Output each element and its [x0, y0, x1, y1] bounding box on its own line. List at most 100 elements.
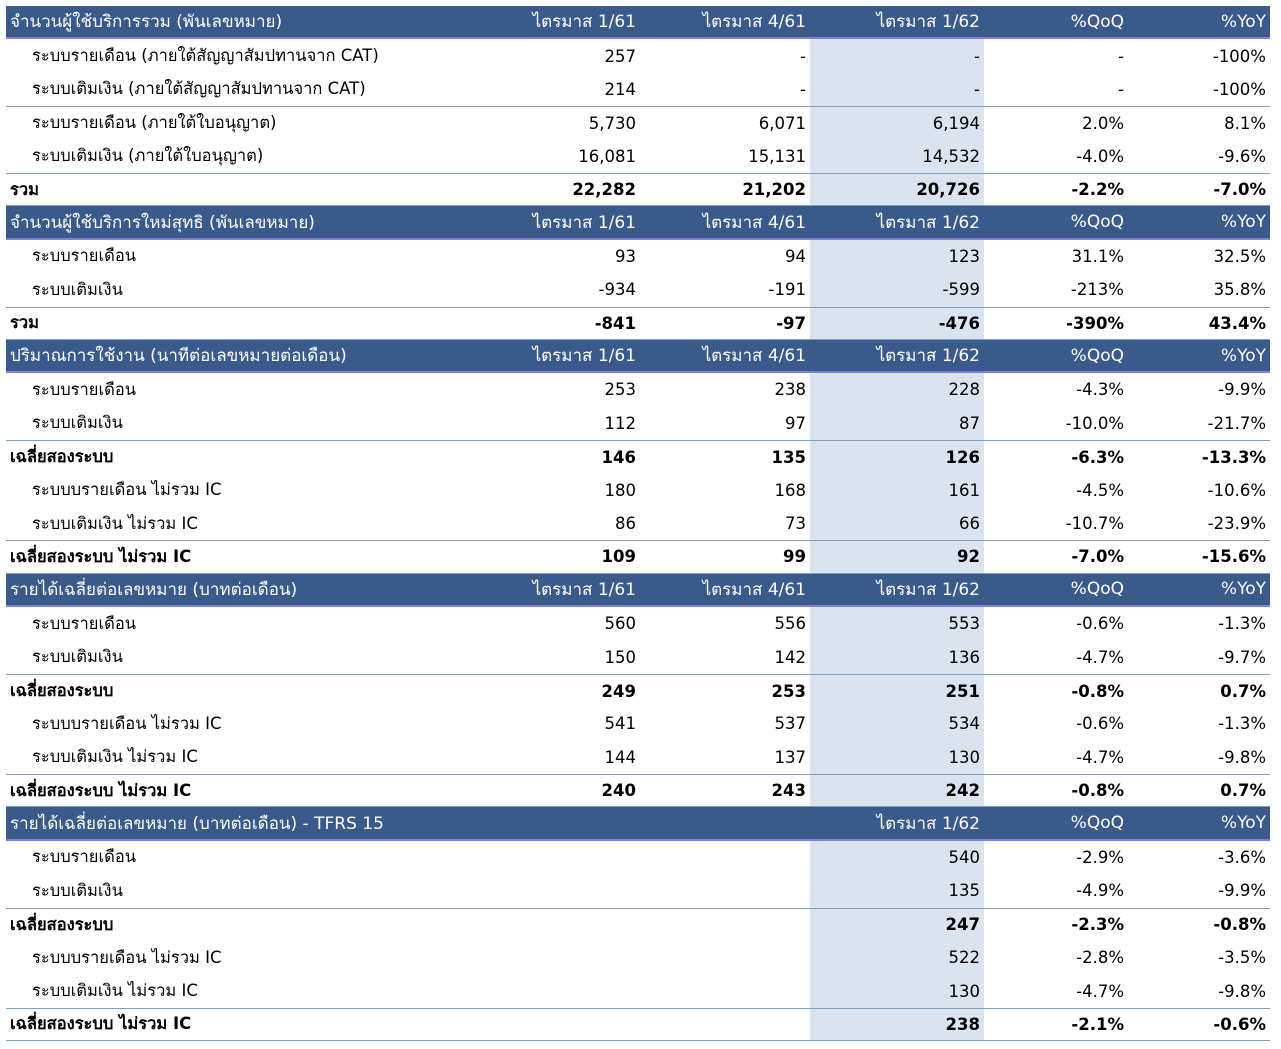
- value-cell: -97: [640, 308, 810, 339]
- cell-text: -0.8%: [1071, 781, 1124, 801]
- value-cell: -: [810, 72, 984, 107]
- value-cell: -1.3%: [1128, 707, 1270, 740]
- section-header: รายได้เฉลี่ยต่อเลขหมาย (บาทต่อเดือน) - T…: [6, 807, 1270, 841]
- cell-text: 130: [948, 981, 981, 1001]
- cell-text: -7.0%: [1071, 547, 1124, 567]
- section-title: รายได้เฉลี่ยต่อเลขหมาย (บาทต่อเดือน): [6, 574, 478, 605]
- table-row: ระบบบรายเดือน ไม่รวม IC 522 -2.8% -3.5%: [6, 940, 1270, 975]
- section-title: ปริมาณการใช้งาน (นาทีต่อเลขหมายต่อเดือน): [6, 340, 478, 371]
- column-header: ไตรมาส 4/61: [640, 206, 810, 237]
- cell-text: 15,131: [748, 146, 806, 166]
- value-cell: [640, 974, 810, 1007]
- value-cell: -2.9%: [984, 841, 1128, 874]
- value-cell: -4.7%: [984, 741, 1128, 774]
- row-label: ระบบเติมเงิน ไม่รวม IC: [6, 507, 478, 540]
- column-header: ไตรมาส 1/62: [810, 807, 984, 839]
- cell-text: -13.3%: [1201, 447, 1266, 467]
- cell-text: 144: [604, 747, 637, 767]
- value-cell: -0.6%: [1128, 1009, 1270, 1040]
- operating-statistics-table: จำนวนผู้ใช้บริการรวม (พันเลขหมาย) ไตรมาส …: [6, 6, 1270, 1042]
- value-cell: -599: [810, 273, 984, 307]
- value-cell: 16,081: [478, 140, 640, 173]
- row-label: ระบบบรายเดือน ไม่รวม IC: [6, 707, 478, 740]
- value-cell: 73: [640, 507, 810, 540]
- cell-text: 253: [771, 681, 806, 701]
- cell-text: -9.7%: [1218, 647, 1266, 667]
- value-cell: -: [984, 39, 1128, 72]
- header-text: %QoQ: [1070, 212, 1124, 233]
- value-cell: [478, 909, 640, 941]
- value-cell: -9.8%: [1128, 741, 1270, 774]
- total-row: รวม 22,282 21,202 20,726 -2.2% -7.0%: [6, 172, 1270, 207]
- cell-text: 135: [948, 881, 981, 901]
- row-label: ระบบรายเดือน: [6, 240, 478, 273]
- column-header: %QoQ: [984, 340, 1128, 371]
- value-cell: 249: [478, 675, 640, 707]
- row-label: รวม: [6, 308, 478, 339]
- cell-text: ระบบเติมเงิน ไม่รวม IC: [32, 747, 198, 767]
- cell-text: 31.1%: [1071, 246, 1124, 266]
- value-cell: 112: [478, 407, 640, 440]
- cell-text: 243: [771, 781, 806, 801]
- column-header: %QoQ: [984, 6, 1128, 37]
- cell-text: ระบบเติมเงิน ไม่รวม IC: [32, 513, 198, 533]
- value-cell: 20,726: [810, 173, 984, 206]
- value-cell: 522: [810, 940, 984, 975]
- value-cell: 6,071: [640, 107, 810, 139]
- column-header: ไตรมาส 1/62: [810, 6, 984, 38]
- value-cell: 238: [810, 1008, 984, 1041]
- cell-text: 20,726: [916, 180, 980, 200]
- header-text: รายได้เฉลี่ยต่อเลขหมาย (บาทต่อเดือน): [10, 579, 298, 600]
- row-label: ระบบรายเดือน: [6, 841, 478, 874]
- value-cell: 130: [810, 740, 984, 774]
- cell-text: -0.8%: [1071, 681, 1124, 701]
- cell-text: รวม: [10, 313, 40, 333]
- cell-text: 238: [945, 1014, 980, 1034]
- cell-text: 242: [945, 781, 980, 801]
- cell-text: 5,730: [588, 113, 636, 133]
- value-cell: -934: [478, 273, 640, 306]
- value-cell: -100%: [1128, 73, 1270, 106]
- cell-text: 135: [771, 447, 806, 467]
- cell-text: -2.8%: [1076, 948, 1124, 968]
- column-header: ไตรมาส 1/62: [810, 573, 984, 606]
- header-text: %QoQ: [1070, 813, 1124, 834]
- cell-text: 253: [604, 380, 637, 400]
- value-cell: -191: [640, 273, 810, 306]
- value-cell: -4.3%: [984, 373, 1128, 406]
- value-cell: -10.6%: [1128, 473, 1270, 506]
- value-cell: -0.8%: [984, 775, 1128, 806]
- value-cell: 43.4%: [1128, 308, 1270, 339]
- cell-text: 137: [774, 747, 807, 767]
- table-row: ระบบเติมเงิน (ภายใต้สัญญาสัมปทานจาก CAT)…: [6, 72, 1270, 107]
- row-label: ระบบบรายเดือน ไม่รวม IC: [6, 941, 478, 974]
- row-label: ระบบเติมเงิน (ภายใต้สัญญาสัมปทานจาก CAT): [6, 73, 478, 106]
- value-cell: 86: [478, 507, 640, 540]
- value-cell: 540: [810, 840, 984, 875]
- cell-text: 214: [604, 79, 637, 99]
- cell-text: 168: [774, 480, 807, 500]
- header-text: %YoY: [1220, 11, 1266, 32]
- row-label: ระบบรายเดือน (ภายใต้สัญญาสัมปทานจาก CAT): [6, 39, 478, 72]
- header-text: ไตรมาส 1/61: [532, 212, 636, 233]
- cell-text: -10.6%: [1207, 480, 1266, 500]
- value-cell: 99: [640, 541, 810, 572]
- value-cell: 126: [810, 441, 984, 474]
- cell-text: 6,071: [758, 113, 806, 133]
- value-cell: 537: [640, 707, 810, 740]
- cell-text: -9.8%: [1218, 981, 1266, 1001]
- cell-text: 537: [774, 714, 807, 734]
- value-cell: -2.3%: [984, 909, 1128, 941]
- header-text: ไตรมาส 1/62: [876, 212, 980, 233]
- value-cell: 243: [640, 775, 810, 806]
- cell-text: เฉลี่ยสองระบบ ไม่รวม IC: [10, 546, 192, 566]
- cell-text: 556: [774, 614, 807, 634]
- value-cell: 35.8%: [1128, 273, 1270, 306]
- header-text: จำนวนผู้ใช้บริการรวม (พันเลขหมาย): [10, 12, 283, 33]
- cell-text: -9.6%: [1218, 146, 1266, 166]
- cell-text: ระบบเติมเงิน: [32, 413, 123, 433]
- cell-text: -21.7%: [1207, 413, 1266, 433]
- value-cell: -100%: [1128, 39, 1270, 72]
- cell-text: 14,532: [922, 146, 980, 166]
- cell-text: 112: [604, 413, 637, 433]
